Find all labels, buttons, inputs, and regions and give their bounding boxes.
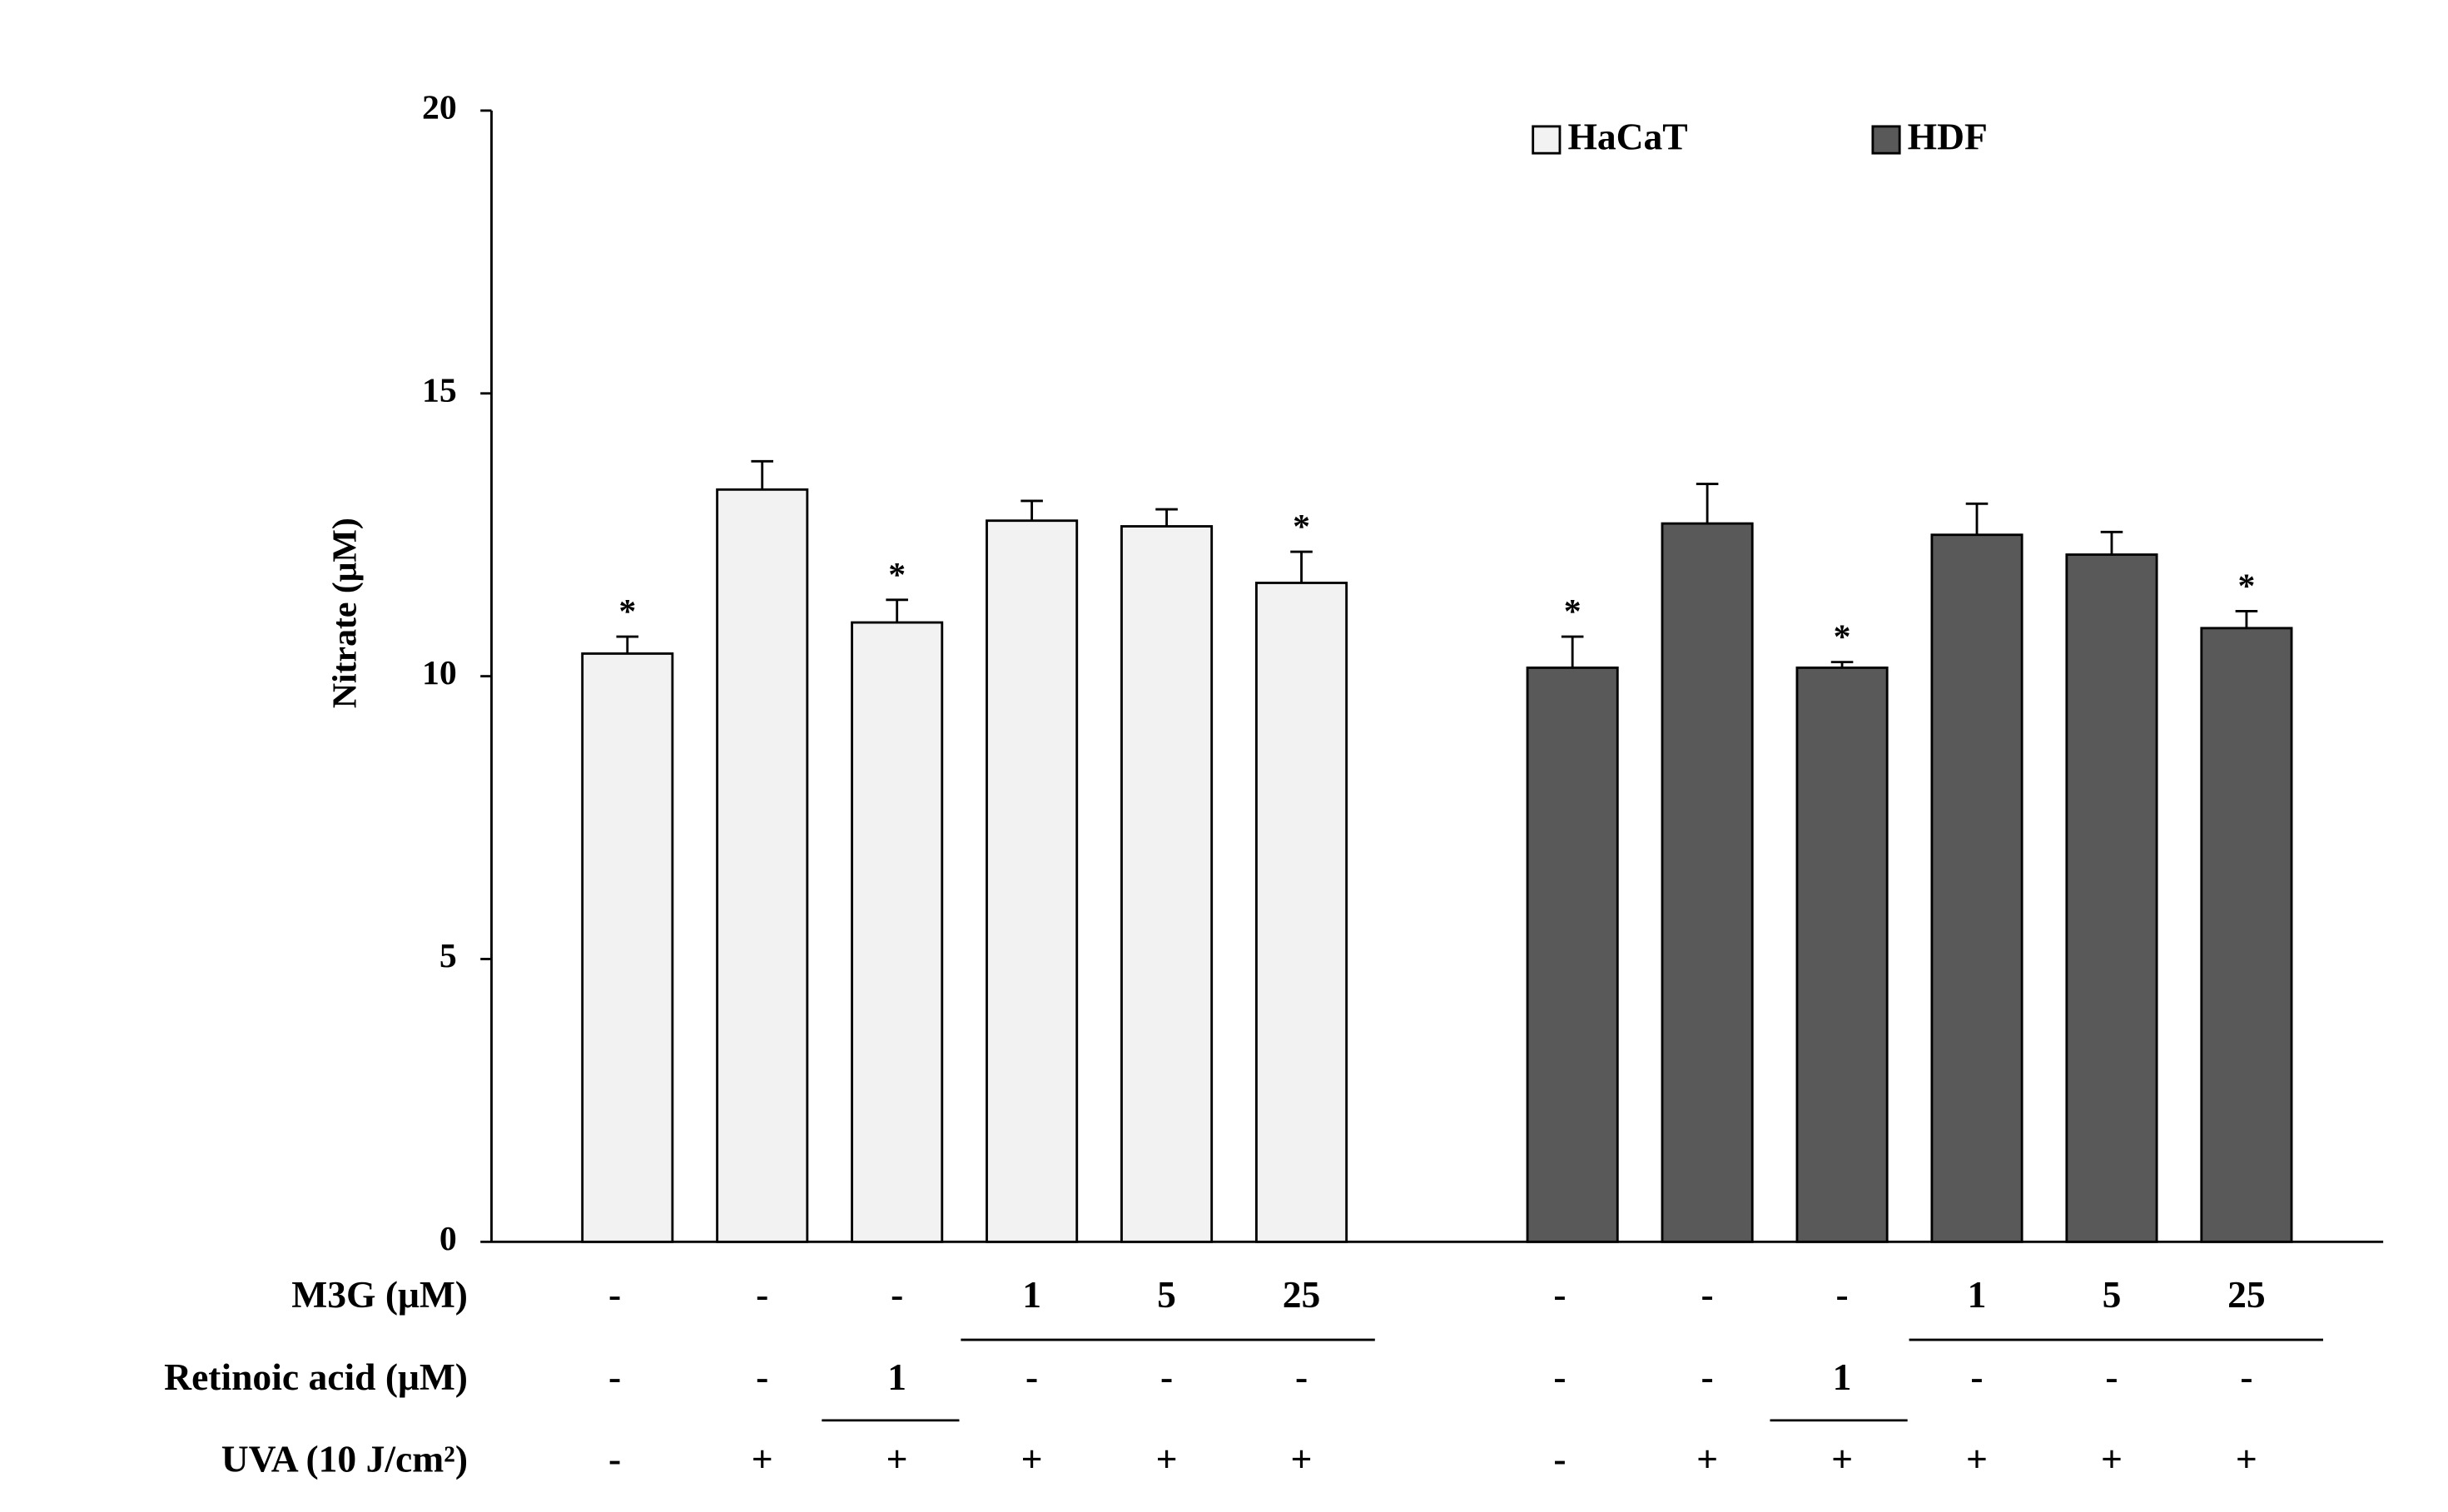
row-value: + <box>1291 1438 1313 1480</box>
row-value: + <box>1021 1438 1043 1480</box>
legend-label: HaCaT <box>1567 115 1687 157</box>
significance-mark: * <box>618 592 636 631</box>
bar <box>2065 553 2158 1243</box>
bar <box>1254 582 1348 1243</box>
row-value: 1 <box>1022 1273 1041 1316</box>
row-value: + <box>1696 1438 1718 1480</box>
significance-mark: * <box>2237 567 2255 605</box>
row-value: + <box>752 1438 773 1480</box>
legend-swatch <box>1871 125 1901 155</box>
y-tick-label: 10 <box>422 654 457 692</box>
row-value: - <box>608 1273 621 1316</box>
row-value: - <box>1160 1356 1173 1398</box>
row-value: - <box>756 1356 768 1398</box>
row-value: - <box>1835 1273 1848 1316</box>
legend-label: HDF <box>1908 115 1988 157</box>
row-value: - <box>1970 1356 1983 1398</box>
row-value: 5 <box>2103 1273 2122 1316</box>
significance-mark: * <box>888 556 906 594</box>
y-tick-label: 20 <box>422 88 457 126</box>
y-tick-label: 5 <box>439 937 457 975</box>
row-label: Retinoic acid (μM) <box>164 1356 468 1398</box>
bar <box>716 488 809 1243</box>
legend-swatch <box>1532 125 1562 155</box>
row-value: - <box>2105 1356 2118 1398</box>
row-value: - <box>1553 1273 1566 1316</box>
row-value: 25 <box>2227 1273 2266 1316</box>
row-value: 1 <box>1833 1356 1852 1398</box>
row-value: + <box>1966 1438 1988 1480</box>
row-value: + <box>2101 1438 2123 1480</box>
row-value: + <box>2236 1438 2257 1480</box>
bar <box>1120 525 1214 1243</box>
significance-mark: * <box>1564 592 1582 631</box>
row-value: + <box>1831 1438 1853 1480</box>
row-label: M3G (μM) <box>291 1273 468 1316</box>
row-value: - <box>1701 1273 1714 1316</box>
row-value: - <box>891 1273 903 1316</box>
row-value: + <box>1156 1438 1178 1480</box>
bar <box>581 652 674 1243</box>
row-value: - <box>1025 1356 1038 1398</box>
bar <box>1930 533 2023 1243</box>
bar <box>1526 666 1619 1243</box>
bar <box>986 519 1079 1243</box>
row-value: + <box>886 1438 908 1480</box>
significance-mark: * <box>1834 618 1851 657</box>
row-value: - <box>608 1438 621 1480</box>
y-tick-label: 15 <box>422 371 457 409</box>
row-value: 25 <box>1283 1273 1321 1316</box>
bar <box>2200 627 2293 1243</box>
row-value: - <box>756 1273 768 1316</box>
significance-mark: * <box>1293 508 1310 546</box>
bar <box>1795 666 1889 1243</box>
row-value: - <box>2240 1356 2252 1398</box>
bar <box>851 621 944 1243</box>
row-value: - <box>1553 1438 1566 1480</box>
row-value: 1 <box>1968 1273 1987 1316</box>
row-value: 1 <box>887 1356 906 1398</box>
row-value: - <box>1295 1356 1308 1398</box>
row-value: - <box>1553 1356 1566 1398</box>
y-axis-label: Nitrate (μM) <box>325 518 364 708</box>
y-tick-label: 0 <box>439 1220 457 1258</box>
row-value: 5 <box>1157 1273 1176 1316</box>
row-value: - <box>1701 1356 1714 1398</box>
row-label: UVA (10 J/cm²) <box>221 1438 468 1480</box>
bar <box>1661 522 1754 1243</box>
row-value: - <box>608 1356 621 1398</box>
